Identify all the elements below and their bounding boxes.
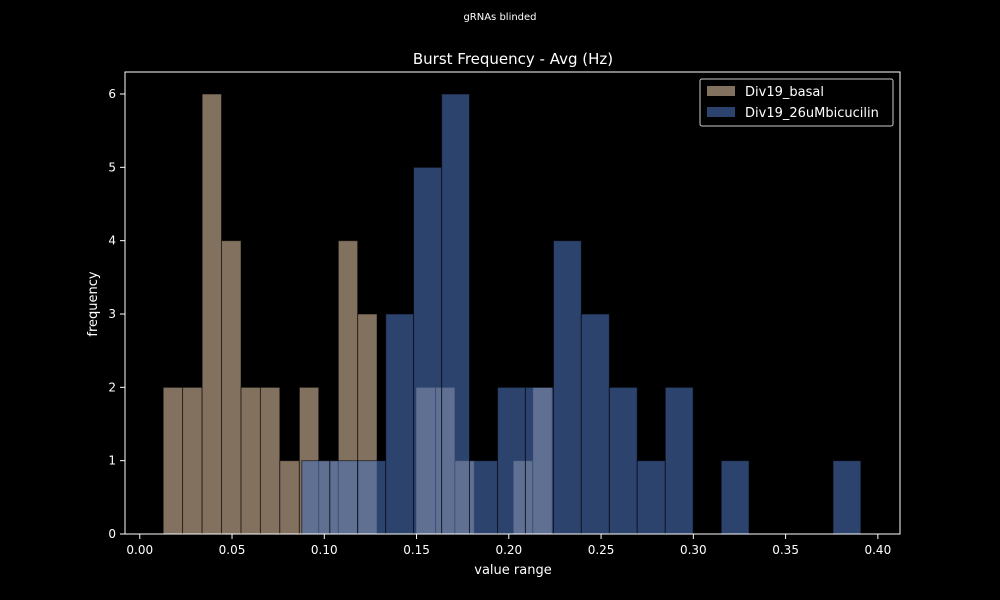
x-tick-label: 0.10 — [311, 543, 338, 557]
histogram-bar-series-0-bin-6 — [279, 460, 300, 535]
histogram-bar-series-0-bin-3 — [221, 240, 242, 535]
x-tick-label: 0.25 — [588, 543, 615, 557]
y-tick-label: 4 — [108, 234, 116, 248]
x-tick-label: 0.15 — [403, 543, 430, 557]
histogram-bar-series-0-bin-0 — [162, 386, 184, 535]
histogram-bar-series-1-bin-0 — [301, 460, 331, 535]
x-tick-label: 0.00 — [126, 543, 153, 557]
histogram-bar-series-1-bin-8 — [524, 386, 554, 535]
x-tick-label: 0.05 — [219, 543, 246, 557]
plot-frame — [124, 71, 901, 535]
legend-swatch-basal — [707, 86, 735, 96]
x-tick-label: 0.35 — [772, 543, 799, 557]
histogram-bar-series-1-bin-2 — [357, 460, 387, 535]
histogram-bar-series-1-bin-9 — [552, 240, 582, 535]
histogram-bar-series-0-bin-2 — [201, 93, 223, 535]
y-axis-ticks: 0 1 2 3 4 5 6 — [108, 87, 125, 541]
legend-label-basal: Div19_basal — [745, 85, 824, 100]
histogram-bar-series-1-bin-6 — [469, 460, 499, 535]
histogram-bar-series-1-bin-13 — [664, 386, 694, 535]
y-axis-label: frequency — [86, 271, 101, 337]
histogram-bar-series-1-bin-12 — [636, 460, 666, 535]
x-tick-label: 0.20 — [495, 543, 522, 557]
x-axis-ticks: 0.00 0.05 0.10 0.15 0.20 0.25 0.30 0.35 0.40 — [126, 534, 891, 557]
histogram-bar-series-1-bin-1 — [329, 460, 359, 535]
bars-layer — [162, 93, 862, 535]
histogram-bar-series-1-bin-11 — [608, 386, 638, 535]
histogram-bar-series-1-bin-19 — [832, 460, 862, 535]
chart-suptitle: gRNAs blinded — [463, 12, 536, 23]
histogram-bar-series-1-bin-3 — [385, 313, 415, 535]
x-axis-label: value range — [474, 563, 551, 578]
histogram-bar-series-0-bin-5 — [259, 386, 281, 535]
y-tick-label: 0 — [108, 527, 116, 541]
histogram-bar-series-1-bin-4 — [413, 166, 443, 535]
histogram-bar-series-1-bin-7 — [497, 386, 526, 535]
legend-label-bicucilin: Div19_26uMbicucilin — [745, 106, 879, 121]
legend-frame — [699, 78, 894, 127]
histogram-bar-series-1-bin-10 — [580, 313, 610, 535]
x-tick-label: 0.30 — [680, 543, 707, 557]
x-tick-label: 0.40 — [864, 543, 891, 557]
y-tick-label: 6 — [108, 87, 116, 101]
legend-swatch-bicucilin — [707, 107, 735, 117]
histogram-bar-series-1-bin-5 — [441, 93, 471, 535]
chart-title: Burst Frequency - Avg (Hz) — [413, 50, 613, 68]
legend: Div19_basal Div19_26uMbicucilin — [699, 78, 894, 127]
y-tick-label: 3 — [108, 307, 116, 321]
histogram-bar-series-1-bin-15 — [720, 460, 750, 535]
histogram-bar-series-0-bin-4 — [240, 386, 261, 535]
histogram-bar-series-0-bin-1 — [182, 386, 203, 535]
y-tick-label: 1 — [108, 454, 116, 468]
y-tick-label: 2 — [108, 380, 116, 394]
y-tick-label: 5 — [108, 160, 116, 174]
